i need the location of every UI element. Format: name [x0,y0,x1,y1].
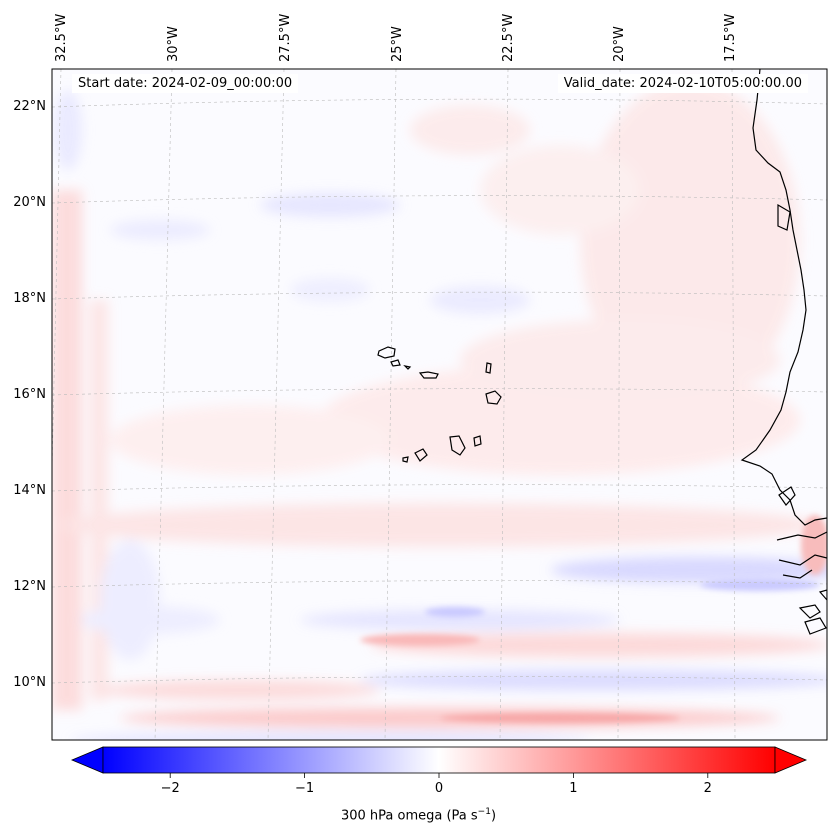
valid-date-label: Valid_date: 2024-02-10T05:00:00.00 [557,74,808,93]
longitude-label: 17.5°W [723,13,738,62]
colorbar-high-extend [774,746,808,774]
colorbar-tick-label: 1 [569,781,578,796]
latitude-label: 20°N [13,195,46,210]
map-frame [51,68,828,741]
colorbar-tick-label: 0 [434,781,444,796]
colorbar-low-extend [70,746,104,774]
longitude-label: 30°W [166,26,181,62]
latitude-label: 16°N [13,387,46,402]
start-date-label: Start date: 2024-02-09_00:00:00 [72,74,299,93]
longitude-label: 32.5°W [54,13,69,62]
latitude-label: 10°N [13,675,46,690]
graticule [52,69,827,740]
colorbar-tick-label: −1 [295,781,315,796]
colorbar-title: 300 hPa omega (Pa s−1) [340,807,497,824]
colorbar-body [102,746,776,774]
latitude-label: 18°N [13,291,46,306]
island-santo-antao [377,346,396,359]
colorbar-tick-label: 2 [703,781,712,796]
colorbar-tick-label: −2 [160,781,180,796]
latitude-label: 12°N [13,579,46,594]
longitude-label: 27.5°W [278,13,293,62]
longitude-label: 25°W [390,26,405,62]
africa-coast [740,69,827,526]
omega-field [52,69,827,740]
longitude-label: 20°W [612,26,627,62]
latitude-label: 22°N [13,99,46,114]
latitude-label: 14°N [13,483,46,498]
colorbar [70,746,808,778]
longitude-label: 22.5°W [501,13,516,62]
coastline [377,69,827,635]
